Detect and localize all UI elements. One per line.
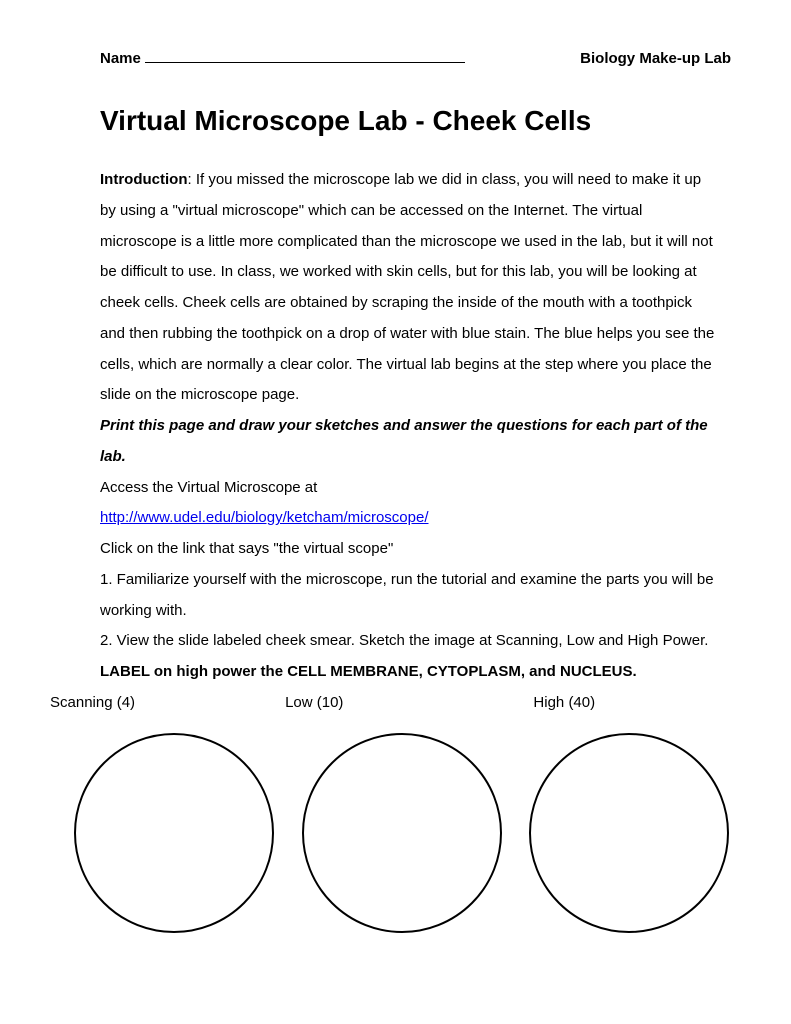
scanning-label: Scanning (4)	[50, 694, 135, 711]
step-2: 2. View the slide labeled cheek smear. S…	[100, 626, 721, 657]
scanning-circle	[74, 733, 274, 933]
label-instruction: LABEL on high power the CELL MEMBRANE, C…	[100, 657, 721, 688]
microscope-link[interactable]: http://www.udel.edu/biology/ketcham/micr…	[100, 509, 429, 526]
high-label: High (40)	[533, 694, 595, 711]
click-instruction: Click on the link that says "the virtual…	[100, 534, 721, 565]
print-instruction: Print this page and draw your sketches a…	[100, 411, 721, 473]
intro-label: Introduction	[100, 171, 187, 188]
magnification-labels: Scanning (4) Low (10) High (40)	[50, 694, 741, 711]
worksheet-page: Name Biology Make-up Lab Virtual Microsc…	[0, 0, 791, 973]
body-content: Introduction: If you missed the microsco…	[100, 165, 721, 688]
high-circle	[529, 733, 729, 933]
page-title: Virtual Microscope Lab - Cheek Cells	[100, 105, 741, 137]
access-text: Access the Virtual Microscope at	[100, 473, 721, 504]
lab-type-label: Biology Make-up Lab	[580, 50, 731, 67]
low-circle	[302, 733, 502, 933]
name-underline	[145, 62, 465, 63]
header-row: Name Biology Make-up Lab	[100, 50, 731, 67]
name-field: Name	[100, 50, 465, 67]
intro-text: : If you missed the microscope lab we di…	[100, 171, 714, 403]
sketch-circles-row	[50, 733, 741, 933]
step-1: 1. Familiarize yourself with the microsc…	[100, 565, 721, 627]
name-label: Name	[100, 50, 141, 67]
low-label: Low (10)	[285, 694, 343, 711]
